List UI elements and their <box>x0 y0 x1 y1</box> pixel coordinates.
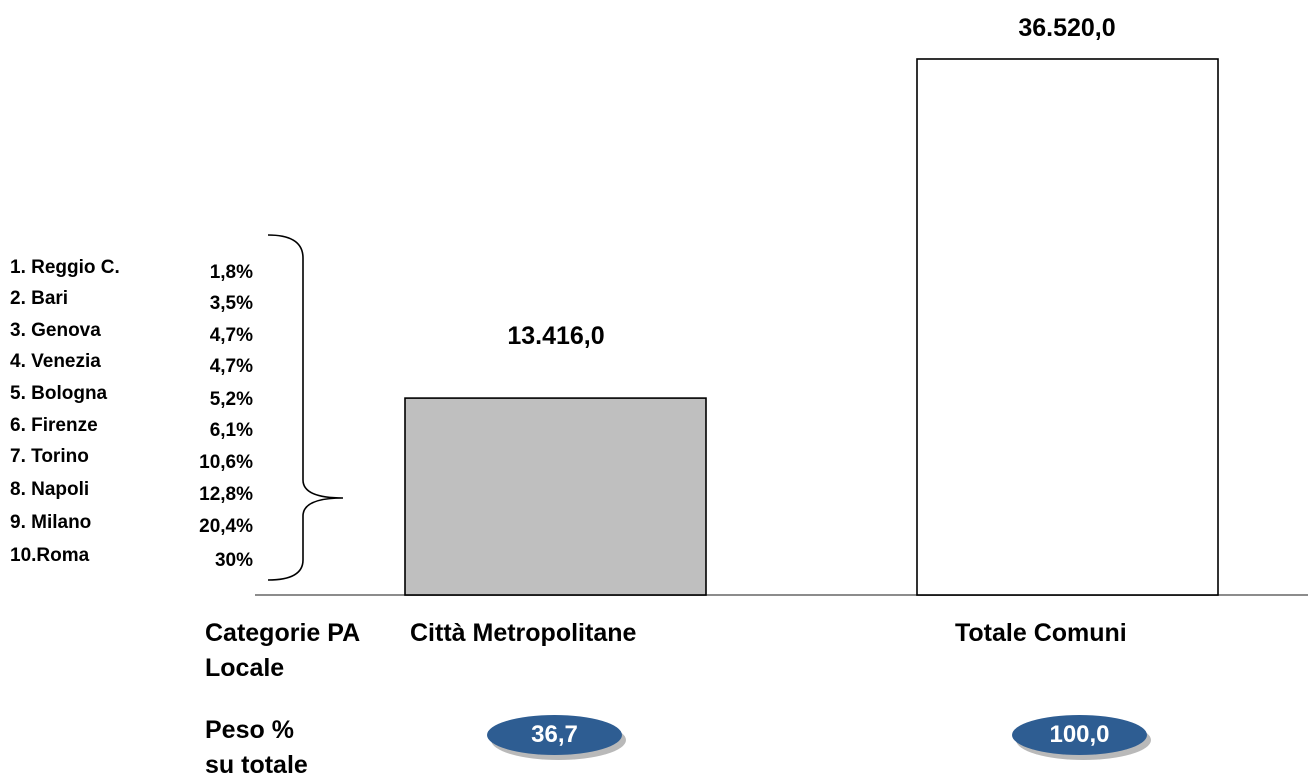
weight-badge-citta-metropolitane: 36,7 <box>487 715 622 755</box>
breakdown-pct: 20,4% <box>199 516 253 537</box>
breakdown-pct: 30% <box>214 550 253 571</box>
weight-axis-label: Peso % su totale <box>205 716 308 779</box>
breakdown-pct: 4,7% <box>209 325 253 346</box>
category-axis-label: Categorie PA Locale <box>205 619 360 682</box>
bar-citt-metropolitane <box>404 397 707 596</box>
breakdown-pct: 4,7% <box>209 356 253 377</box>
bars <box>404 58 1219 596</box>
breakdown-pct: 1,8% <box>209 262 253 283</box>
breakdown-brace <box>267 234 344 581</box>
breakdown-city: 1. Reggio C. <box>10 257 120 278</box>
breakdown-city: 6. Firenze <box>10 415 98 436</box>
breakdown-pct: 6,1% <box>209 420 253 441</box>
breakdown-pct: 12,8% <box>199 484 253 505</box>
bar-value-label-totale-comuni: 36.520,0 <box>1018 14 1116 42</box>
category-label-citta-metropolitane: Città Metropolitane <box>410 619 637 647</box>
breakdown-city: 4. Venezia <box>10 351 101 372</box>
breakdown-pct: 3,5% <box>209 293 253 314</box>
breakdown-pct: 10,6% <box>199 452 253 473</box>
bar-totale-comuni <box>916 58 1219 596</box>
breakdown-city: 10.Roma <box>10 545 90 566</box>
breakdown-city: 7. Torino <box>10 446 89 467</box>
breakdown-city: 8. Napoli <box>10 479 90 500</box>
weight-badge-totale-comuni: 100,0 <box>1012 715 1147 755</box>
bar-value-label-citta-metropolitane: 13.416,0 <box>507 322 605 350</box>
breakdown-city: 9. Milano <box>10 512 92 533</box>
breakdown-city: 3. Genova <box>10 320 101 341</box>
breakdown-city: 5. Bologna <box>10 383 108 404</box>
category-label-totale-comuni: Totale Comuni <box>955 619 1127 647</box>
breakdown-city: 2. Bari <box>10 288 69 309</box>
breakdown-pct: 5,2% <box>209 389 253 410</box>
